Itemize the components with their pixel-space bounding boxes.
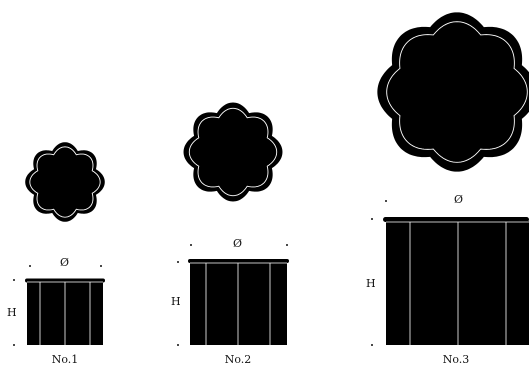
top1-inner-outline (29, 146, 101, 218)
no3-top-view (377, 12, 529, 172)
no1-side-view (13, 265, 105, 346)
no3-diameter-label: Ø (454, 193, 464, 206)
no3-height-label: H (366, 277, 376, 290)
no1-diameter-label: Ø (60, 256, 70, 269)
no2-diameter-label: Ø (233, 237, 243, 250)
no1-height-label: H (7, 306, 17, 319)
no2-caption: No.2 (224, 353, 252, 366)
no1-top-view (25, 142, 105, 222)
top2-inner-outline (188, 107, 278, 197)
no2-height-label: H (171, 295, 181, 308)
top3-inner-outline (386, 21, 528, 163)
no2-side-view (177, 244, 289, 346)
no2-top-view (183, 102, 283, 202)
no3-caption: No.3 (442, 353, 470, 366)
no3-side-view (371, 200, 529, 346)
no1-caption: No.1 (51, 353, 79, 366)
